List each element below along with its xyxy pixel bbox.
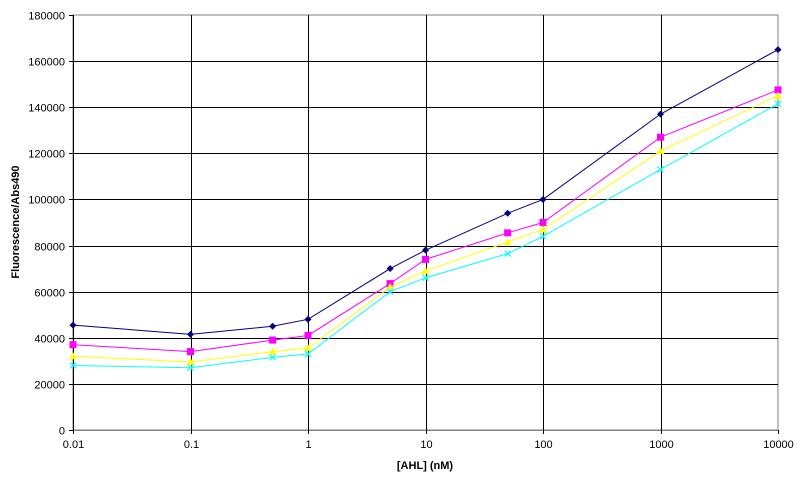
x-tick-label: 0.1 xyxy=(184,439,199,451)
y-tick-label: 60000 xyxy=(34,288,65,300)
triangle-marker xyxy=(539,225,547,233)
x-marker xyxy=(304,350,312,358)
diamond-marker xyxy=(657,110,664,118)
x-marker xyxy=(187,364,194,372)
x-marker xyxy=(422,274,429,282)
diamond-marker xyxy=(774,46,782,54)
square-marker xyxy=(504,229,512,237)
data-series xyxy=(69,46,782,372)
x-tick-label: 0.01 xyxy=(63,439,84,451)
series-4-line xyxy=(69,100,782,372)
x-marker xyxy=(539,232,547,240)
x-marker xyxy=(69,362,77,369)
y-axis-ticks: 0 20000 40000 60000 80000 100000 120000 140000 1… xyxy=(28,11,73,438)
x-axis-title: [AHL] (nM) xyxy=(397,460,454,472)
x-marker xyxy=(269,353,277,361)
x-axis-ticks: 0.01 0.1 1 10 100 1000 10000 xyxy=(63,430,794,451)
series-3-line xyxy=(69,91,782,365)
x-marker xyxy=(504,250,512,258)
diamond-marker xyxy=(386,265,394,273)
x-marker xyxy=(657,166,664,173)
triangle-marker xyxy=(186,357,195,365)
y-tick-label: 0 xyxy=(59,426,65,438)
triangle-marker xyxy=(304,344,312,352)
triangle-marker xyxy=(503,238,512,246)
square-marker xyxy=(422,255,429,263)
diamond-marker xyxy=(304,315,312,323)
y-tick-label: 120000 xyxy=(28,149,65,161)
x-tick-label: 1000 xyxy=(649,439,673,451)
diamond-marker xyxy=(187,330,194,338)
square-marker xyxy=(539,219,547,226)
y-tick-label: 20000 xyxy=(34,380,65,392)
x-marker xyxy=(386,288,394,296)
triangle-marker xyxy=(69,352,77,360)
x-marker xyxy=(774,100,782,108)
diamond-marker xyxy=(539,195,547,203)
y-tick-label: 40000 xyxy=(34,334,65,346)
diamond-marker xyxy=(69,321,77,329)
square-marker xyxy=(657,133,664,141)
diamond-marker xyxy=(504,209,512,217)
square-marker xyxy=(69,341,77,349)
triangle-marker xyxy=(268,347,277,355)
x-tick-label: 10000 xyxy=(763,439,794,451)
y-tick-label: 100000 xyxy=(28,195,65,207)
y-tick-label: 140000 xyxy=(28,103,65,115)
square-marker xyxy=(304,331,312,339)
square-marker xyxy=(187,348,194,356)
x-tick-label: 10 xyxy=(420,439,432,451)
y-axis-title: Fluorescence/Abs490 xyxy=(10,165,22,278)
diamond-marker xyxy=(422,246,429,254)
triangle-marker xyxy=(421,266,430,274)
triangle-marker xyxy=(774,91,782,99)
triangle-marker xyxy=(656,147,665,155)
triangle-marker xyxy=(386,283,395,291)
square-marker xyxy=(774,86,782,94)
y-tick-label: 160000 xyxy=(28,57,65,69)
gridlines xyxy=(72,14,779,431)
x-tick-label: 1 xyxy=(305,439,311,451)
diamond-marker xyxy=(269,322,277,330)
x-tick-label: 100 xyxy=(534,439,552,451)
y-tick-label: 180000 xyxy=(28,11,65,23)
series-1-line xyxy=(69,46,782,338)
y-tick-label: 80000 xyxy=(34,242,65,254)
square-marker xyxy=(269,336,277,344)
